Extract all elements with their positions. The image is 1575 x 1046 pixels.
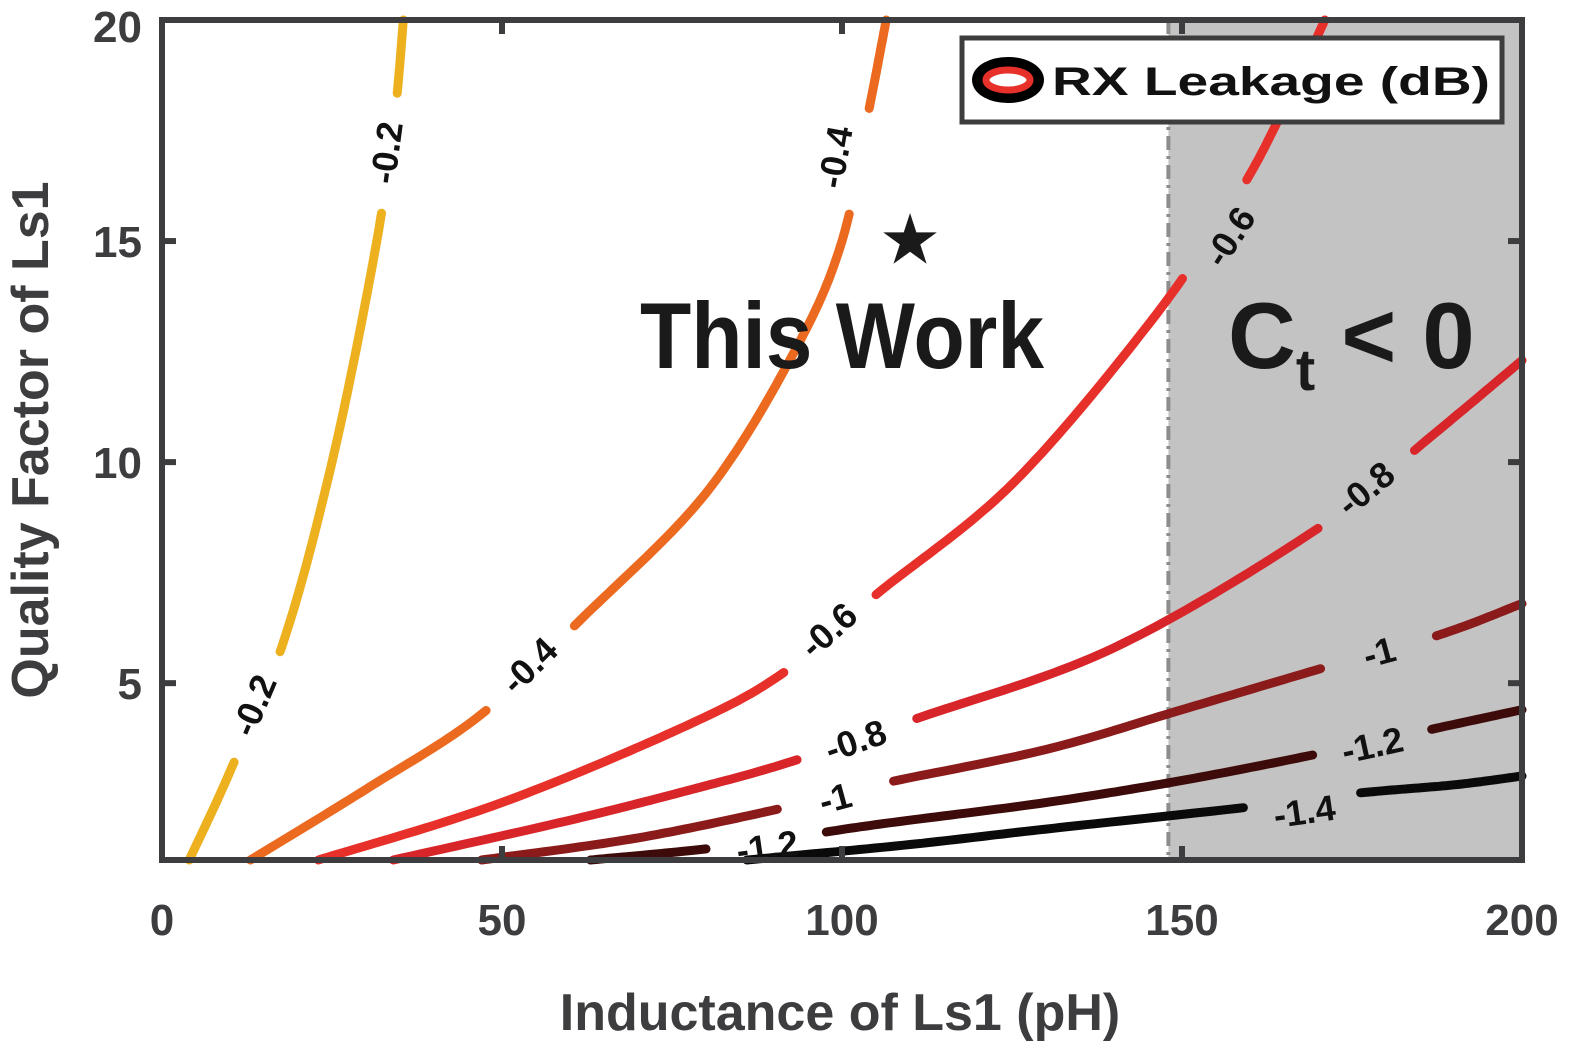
contour-label: -0.4 bbox=[810, 123, 861, 191]
contour-line-segment bbox=[275, 208, 386, 657]
tick-labels-layer: 0 50 100 150 200 5 10 15 20 bbox=[93, 3, 1559, 945]
contour-line-segment bbox=[742, 803, 1248, 865]
contour-label: -1 bbox=[814, 774, 856, 822]
legend: RX Leakage (dB) bbox=[959, 35, 1505, 125]
contour-line-segment bbox=[864, 15, 891, 113]
contour-line-segment bbox=[912, 523, 1323, 723]
y-tick-label: 10 bbox=[93, 439, 142, 488]
x-tick-label: 50 bbox=[478, 896, 527, 945]
contour-label: -0.8 bbox=[820, 711, 892, 770]
x-axis-title: Inductance of Ls1 (pH) bbox=[560, 984, 1120, 1042]
ct-annotation-subscript: t bbox=[1296, 338, 1315, 403]
legend-box bbox=[959, 35, 1505, 125]
contour-line-segment bbox=[821, 750, 1318, 837]
contour-label: -0.2 bbox=[362, 119, 411, 186]
contour-line-segment bbox=[184, 757, 239, 865]
contour-line-segment bbox=[1410, 355, 1527, 455]
contour-line-segment bbox=[871, 274, 1187, 600]
contour-line-segment bbox=[392, 15, 408, 98]
ct-negative-annotation: Ct < 0 bbox=[1228, 283, 1475, 403]
contour-line-segment bbox=[1431, 599, 1527, 641]
legend-contour-icon-inner bbox=[982, 66, 1034, 94]
contour-label: -0.2 bbox=[223, 669, 285, 742]
contour-label: -1.4 bbox=[1271, 787, 1338, 836]
x-tick-label: 0 bbox=[150, 896, 174, 945]
contour-label: -0.6 bbox=[792, 594, 866, 666]
this-work-star-marker: ★ bbox=[882, 206, 938, 275]
y-tick-label: 20 bbox=[93, 3, 142, 52]
contour-line-segment bbox=[889, 664, 1325, 786]
x-tick-label: 150 bbox=[1145, 896, 1218, 945]
axes-frame-layer bbox=[159, 17, 1525, 863]
ct-annotation-tail: < 0 bbox=[1315, 283, 1474, 388]
legend-contour-icon bbox=[972, 57, 1044, 103]
y-axis-title: Quality Factor of Ls1 bbox=[2, 181, 60, 698]
this-work-annotation: This Work bbox=[640, 283, 1045, 388]
ct-annotation-main: C bbox=[1228, 283, 1296, 388]
contour-line-segment bbox=[569, 209, 854, 631]
contour-label: -0.4 bbox=[493, 629, 566, 702]
y-tick-label: 15 bbox=[93, 218, 142, 267]
contour-line-segment bbox=[477, 804, 782, 865]
legend-label: RX Leakage (dB) bbox=[1052, 60, 1490, 104]
x-tick-label: 100 bbox=[805, 896, 878, 945]
contour-line-segment bbox=[313, 668, 789, 865]
contour-line-segment bbox=[388, 755, 802, 865]
contour-line-segment bbox=[1356, 771, 1527, 798]
contour-line-segment bbox=[245, 706, 491, 865]
x-tick-label: 200 bbox=[1485, 896, 1558, 945]
y-tick-label: 5 bbox=[118, 660, 142, 709]
annotations-layer: ★ This Work Ct < 0 bbox=[640, 206, 1475, 403]
contour-line-segment bbox=[1427, 705, 1527, 734]
contour-label: -1.2 bbox=[734, 822, 801, 872]
